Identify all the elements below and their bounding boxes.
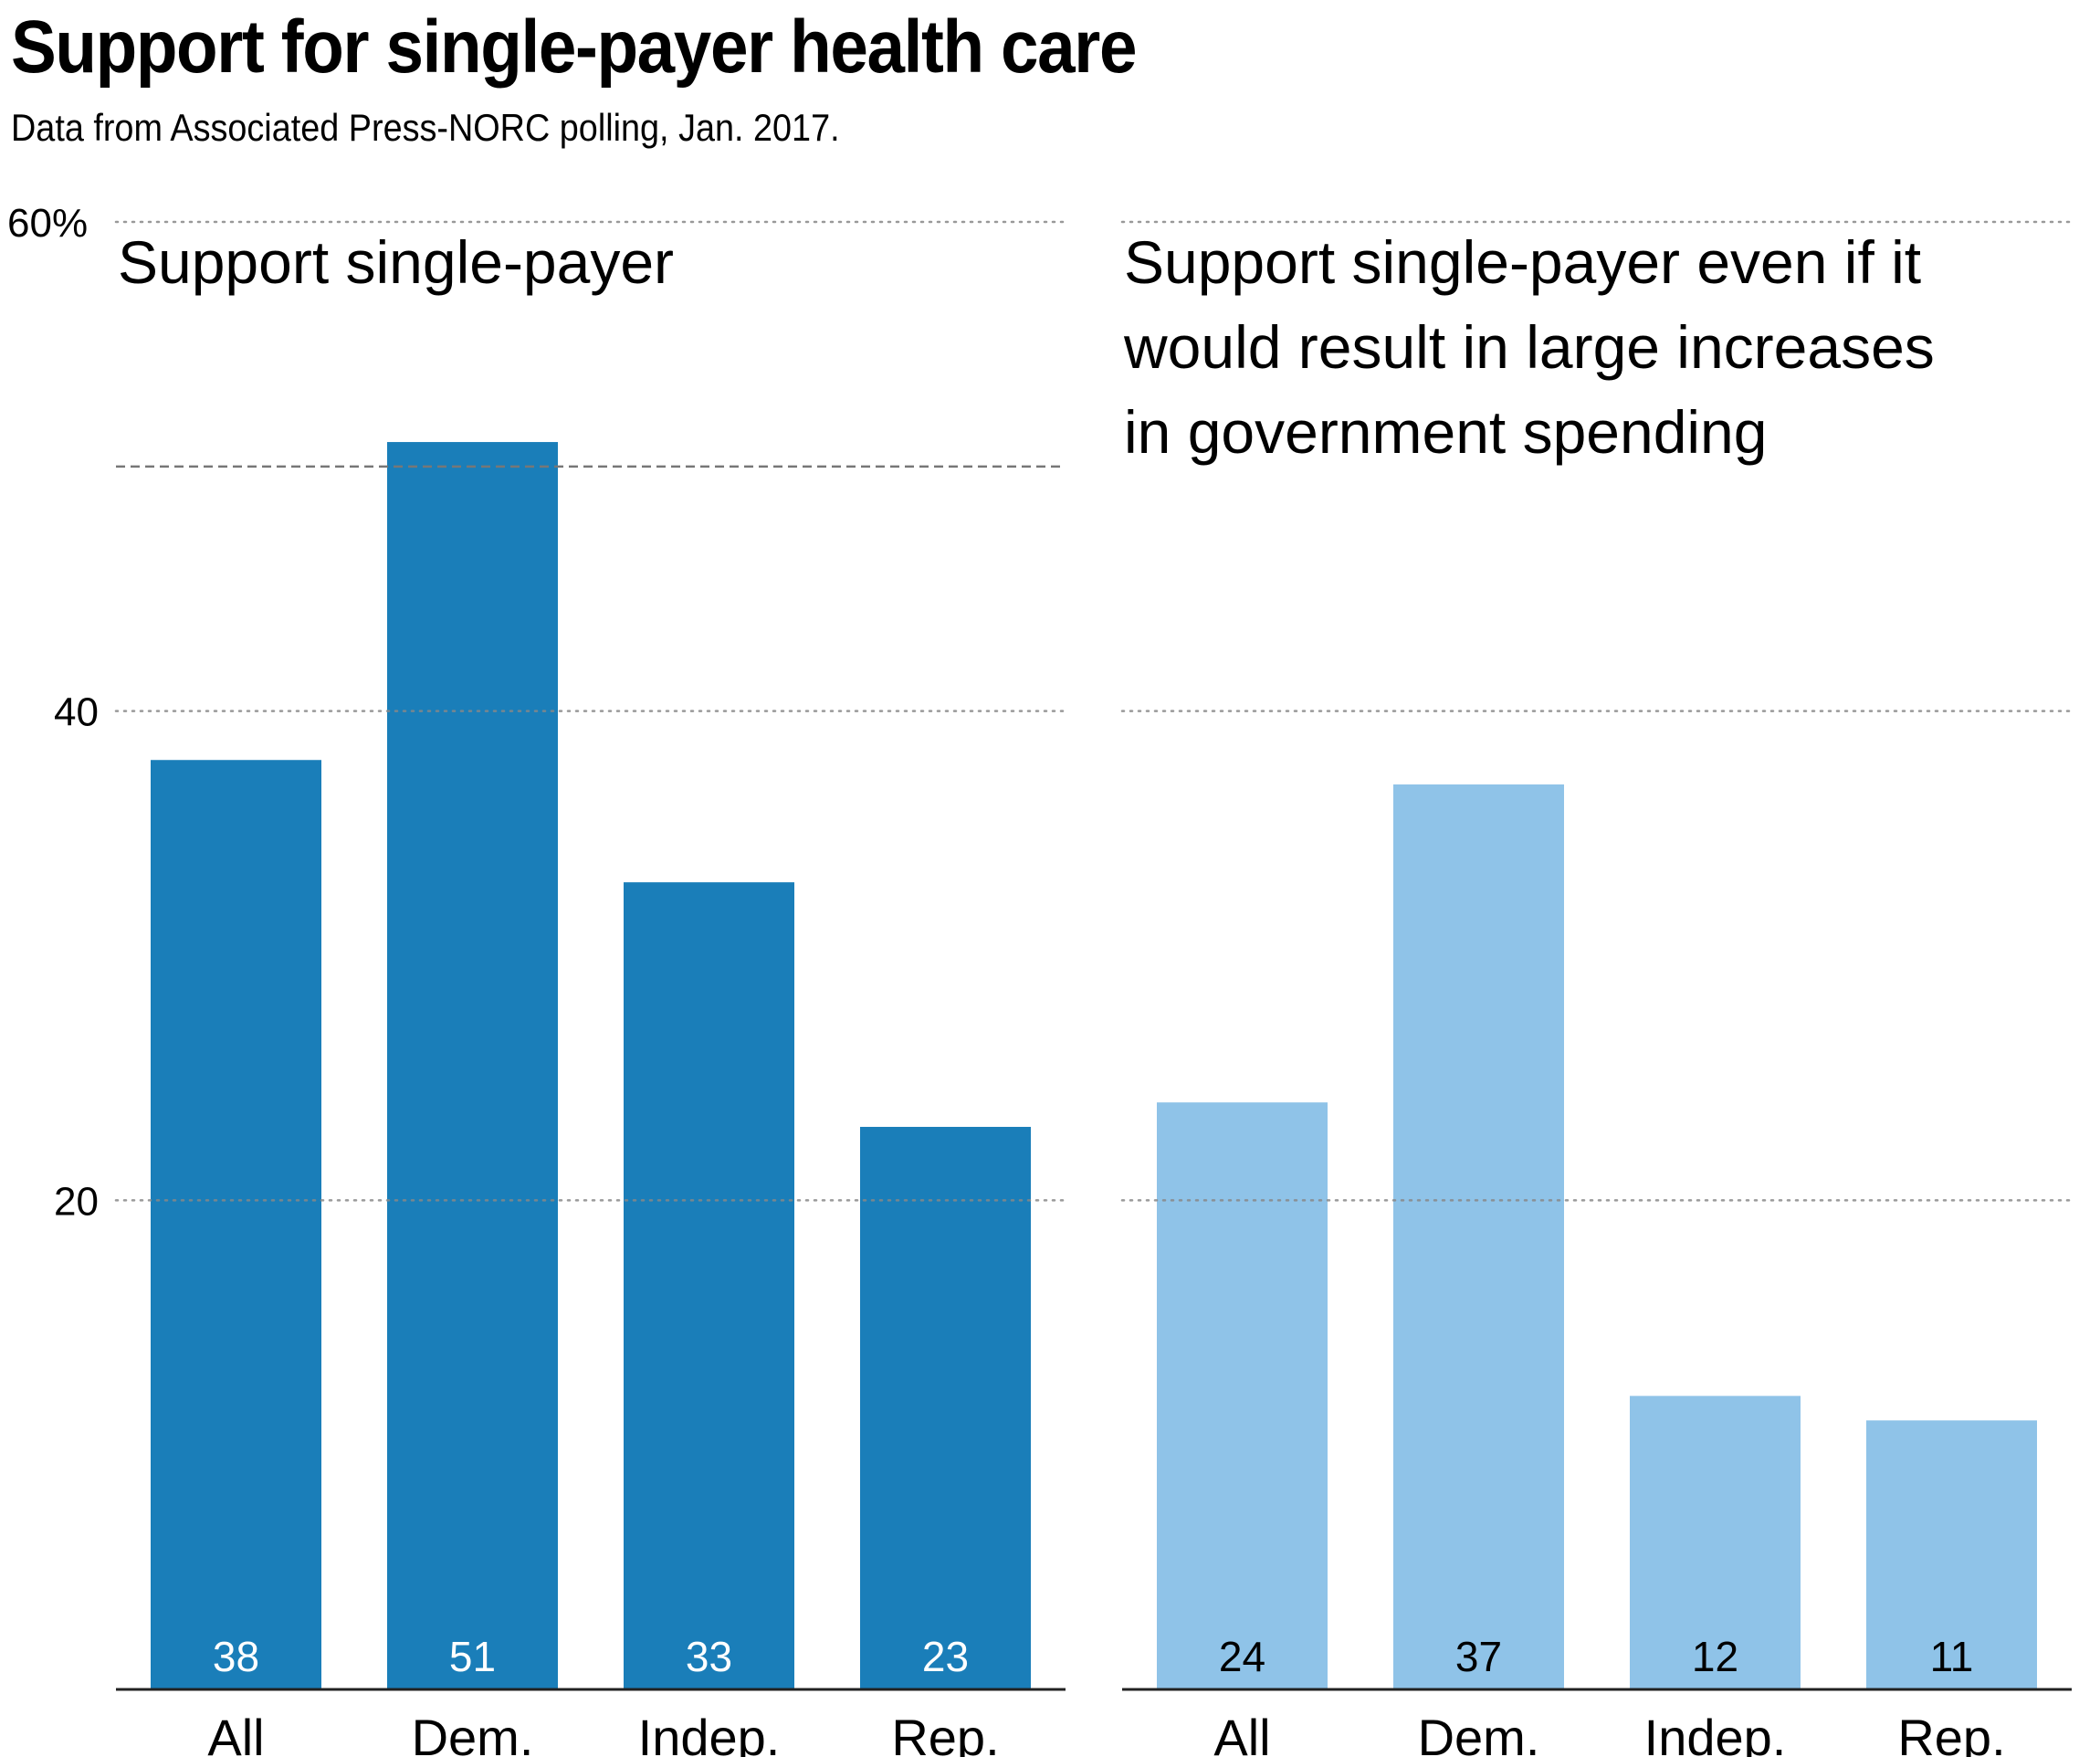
category-label: Dem.: [412, 1709, 534, 1757]
value-label: 51: [449, 1633, 496, 1680]
y-tick-label: 60%: [7, 201, 88, 246]
bar-all: [1157, 1102, 1328, 1689]
panel-2: Support single-payer even if it would res…: [1120, 220, 2074, 1757]
bar-dem: [1393, 784, 1564, 1689]
category-label: All: [1213, 1709, 1270, 1757]
category-label: Dem.: [1418, 1709, 1540, 1757]
panel-title-line: Support single-payer even if it: [1124, 228, 1921, 296]
bar-indep: [624, 882, 794, 1689]
bar-dem: [387, 442, 558, 1689]
value-label: 23: [922, 1633, 969, 1680]
value-label: 38: [213, 1633, 259, 1680]
category-label: Indep.: [1644, 1709, 1787, 1757]
category-label: Rep.: [1897, 1709, 2005, 1757]
chart-title: Support for single-payer health care: [11, 5, 1137, 89]
value-label: 24: [1219, 1633, 1265, 1680]
bar-rep: [1866, 1420, 2037, 1689]
panel-title-line: would result in large increases: [1123, 313, 1935, 381]
panel-title: Support single-payer even if it would res…: [1123, 228, 1935, 466]
bar-all: [151, 760, 321, 1689]
bar-rep: [860, 1126, 1031, 1689]
value-label: 37: [1455, 1633, 1502, 1680]
bar-indep: [1630, 1395, 1801, 1689]
panel-title-line: in government spending: [1124, 398, 1767, 466]
value-label: 33: [686, 1633, 732, 1680]
panel-title-line: Support single-payer: [118, 228, 674, 296]
panel-title: Support single-payer: [118, 228, 674, 296]
value-label: 11: [1930, 1633, 1974, 1680]
category-label: All: [207, 1709, 264, 1757]
category-label: Indep.: [638, 1709, 781, 1757]
value-label: 12: [1692, 1633, 1738, 1680]
category-label: Rep.: [891, 1709, 999, 1757]
chart-subtitle: Data from Associated Press-NORC polling,…: [11, 106, 840, 149]
panel-1: 20 40 60% Support single-payer 38 51 33 23 All De…: [7, 201, 1067, 1757]
y-tick-label: 20: [54, 1179, 99, 1224]
y-tick-label: 40: [54, 690, 99, 735]
